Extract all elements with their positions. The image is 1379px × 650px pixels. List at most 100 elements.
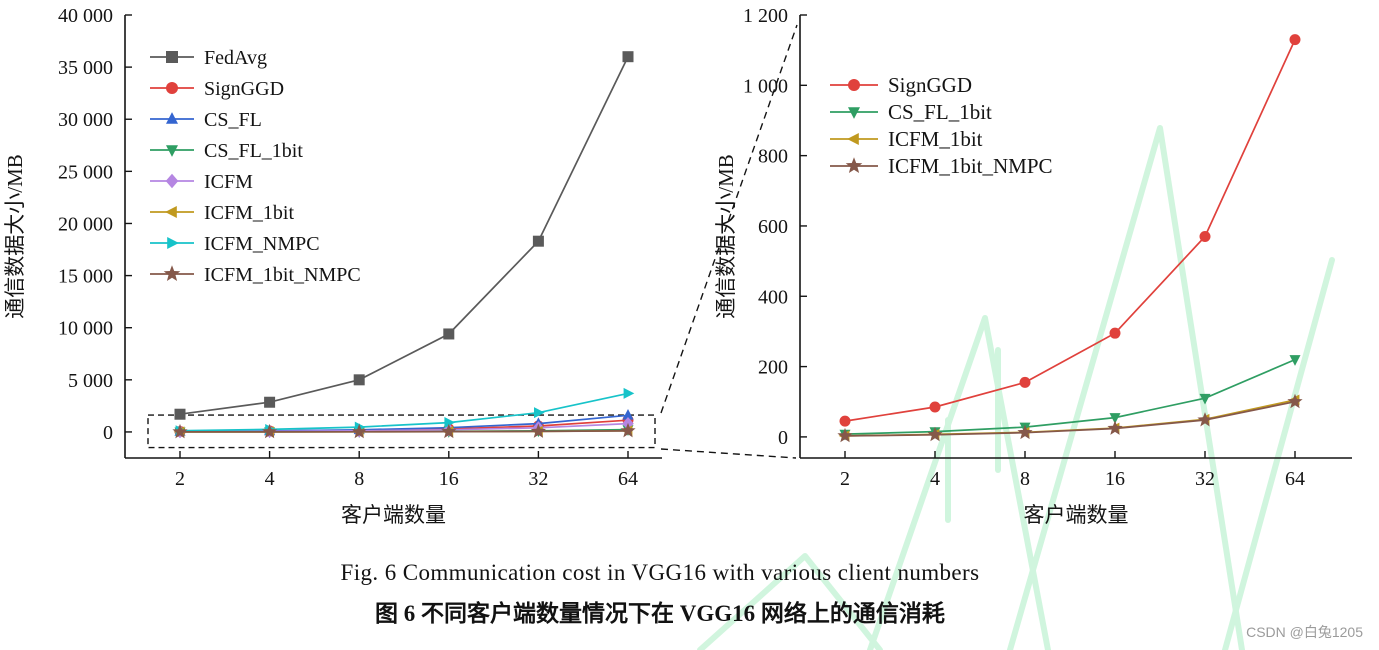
- data-marker: [927, 426, 943, 442]
- data-marker: [622, 408, 634, 420]
- data-marker: [172, 423, 188, 439]
- y-tick-label: 0: [778, 427, 788, 449]
- series-line-FedAvg: [179, 56, 629, 416]
- data-marker: [847, 133, 859, 145]
- y-tick-label: 800: [758, 146, 788, 168]
- x-tick-label: 32: [1195, 468, 1215, 490]
- watermark-stroke: [867, 315, 1051, 650]
- data-marker: [264, 396, 276, 408]
- data-marker: [1019, 376, 1031, 388]
- zoom-region-rect: [147, 414, 656, 449]
- data-marker: [532, 235, 544, 247]
- x-tick-label: 4: [930, 468, 940, 490]
- data-marker: [167, 237, 179, 249]
- data-marker: [443, 328, 455, 340]
- watermark-stroke: [697, 553, 883, 650]
- y-tick-label: 1 200: [743, 5, 788, 27]
- x-tick-label: 2: [175, 468, 185, 490]
- y-tick-label: 40 000: [58, 5, 113, 27]
- x-tick-label: 16: [439, 468, 459, 490]
- caption-english: Fig. 6 Communication cost in VGG16 with …: [340, 560, 980, 585]
- data-marker: [1197, 412, 1213, 427]
- data-marker: [620, 422, 636, 438]
- legend-label: ICFM_1bit_NMPC: [204, 264, 361, 286]
- data-marker: [1287, 393, 1303, 409]
- data-marker: [1017, 424, 1033, 440]
- data-marker: [1109, 413, 1121, 424]
- data-marker: [848, 107, 860, 119]
- x-tick-label: 4: [265, 468, 275, 490]
- legend-label: ICFM: [204, 171, 253, 193]
- data-marker: [845, 157, 863, 173]
- x-tick-label: 32: [528, 468, 548, 490]
- y-tick-label: 5 000: [68, 370, 113, 392]
- data-marker: [166, 82, 178, 94]
- legend-label: ICFM_NMPC: [204, 233, 320, 255]
- legend-item-SignGGD: SignGGD: [830, 73, 972, 97]
- data-marker: [166, 145, 178, 157]
- x-tick-label: 64: [1285, 468, 1305, 490]
- x-axis-title: 客户端数量: [1024, 503, 1129, 527]
- legend-item-ICFM_1bit: ICFM_1bit: [830, 127, 983, 151]
- legend-item-ICFM: ICFM: [150, 171, 253, 193]
- data-marker: [929, 401, 941, 413]
- data-marker: [530, 423, 546, 438]
- data-marker: [165, 206, 177, 218]
- y-tick-label: 20 000: [58, 213, 113, 235]
- legend-label: CS_FL: [204, 109, 262, 131]
- watermark-credit: CSDN @白兔1205: [1246, 624, 1363, 640]
- y-tick-label: 10 000: [58, 318, 113, 340]
- legend-label: ICFM_1bit: [888, 127, 983, 151]
- y-tick-label: 400: [758, 286, 788, 308]
- x-tick-label: 64: [618, 468, 638, 490]
- data-marker: [444, 417, 456, 429]
- legend-label: ICFM_1bit_NMPC: [888, 154, 1053, 178]
- data-marker: [174, 408, 186, 420]
- data-marker: [163, 265, 181, 281]
- series-line-ICFM_1bit_NMPC: [180, 430, 629, 433]
- y-tick-label: 200: [758, 357, 788, 379]
- series-line-ICFM_NMPC: [179, 392, 629, 432]
- x-tick-label: 16: [1105, 468, 1125, 490]
- legend-label: FedAvg: [204, 47, 267, 69]
- data-marker: [622, 51, 634, 63]
- legend-item-CS_FL: CS_FL: [150, 109, 262, 131]
- legend-item-ICFM_NMPC: ICFM_NMPC: [150, 233, 320, 255]
- data-marker: [839, 415, 851, 427]
- data-marker: [441, 423, 457, 439]
- legend-item-ICFM_1bit: ICFM_1bit: [150, 202, 294, 224]
- legend-item-FedAvg: FedAvg: [150, 47, 267, 69]
- legend-item-SignGGD: SignGGD: [150, 78, 284, 100]
- data-marker: [1289, 34, 1301, 46]
- x-tick-label: 8: [354, 468, 364, 490]
- data-marker: [848, 79, 860, 91]
- series-line-SignGGD: [844, 39, 1296, 422]
- legend-item-CS_FL_1bit: CS_FL_1bit: [830, 100, 992, 124]
- y-tick-label: 35 000: [58, 57, 113, 79]
- legend-label: ICFM_1bit: [204, 202, 294, 224]
- legend-item-ICFM_1bit_NMPC: ICFM_1bit_NMPC: [150, 264, 361, 286]
- y-tick-label: 25 000: [58, 161, 113, 183]
- y-axis-title: 通信数据大小/MB: [3, 154, 27, 319]
- watermark-stroke: [1007, 125, 1245, 650]
- data-marker: [837, 427, 853, 443]
- figure-captions: Fig. 6 Communication cost in VGG16 with …: [0, 560, 1320, 628]
- series-line-CS_FL_1bit: [844, 358, 1296, 435]
- legend-label: SignGGD: [888, 73, 972, 97]
- series-line-ICFM_1bit_NMPC: [844, 400, 1296, 437]
- y-axis-title: 通信数据大小/MB: [714, 154, 738, 319]
- caption-chinese: 图 6 不同客户端数量情况下在 VGG16 网络上的通信消耗: [375, 601, 945, 626]
- overview-chart: 0 5 000 10 000 15 000 20 000 25 000 30 000 35 0…: [3, 5, 662, 527]
- legend-item-ICFM_1bit_NMPC: ICFM_1bit_NMPC: [830, 154, 1053, 178]
- data-marker: [351, 423, 367, 439]
- data-marker: [1109, 327, 1121, 339]
- legend-item-CS_FL_1bit: CS_FL_1bit: [150, 140, 303, 162]
- data-marker: [1289, 355, 1301, 366]
- data-marker: [353, 374, 365, 386]
- x-tick-label: 2: [840, 468, 850, 490]
- y-tick-label: 0: [103, 422, 113, 444]
- x-axis-title: 客户端数量: [341, 503, 446, 527]
- y-tick-label: 1 000: [743, 75, 788, 97]
